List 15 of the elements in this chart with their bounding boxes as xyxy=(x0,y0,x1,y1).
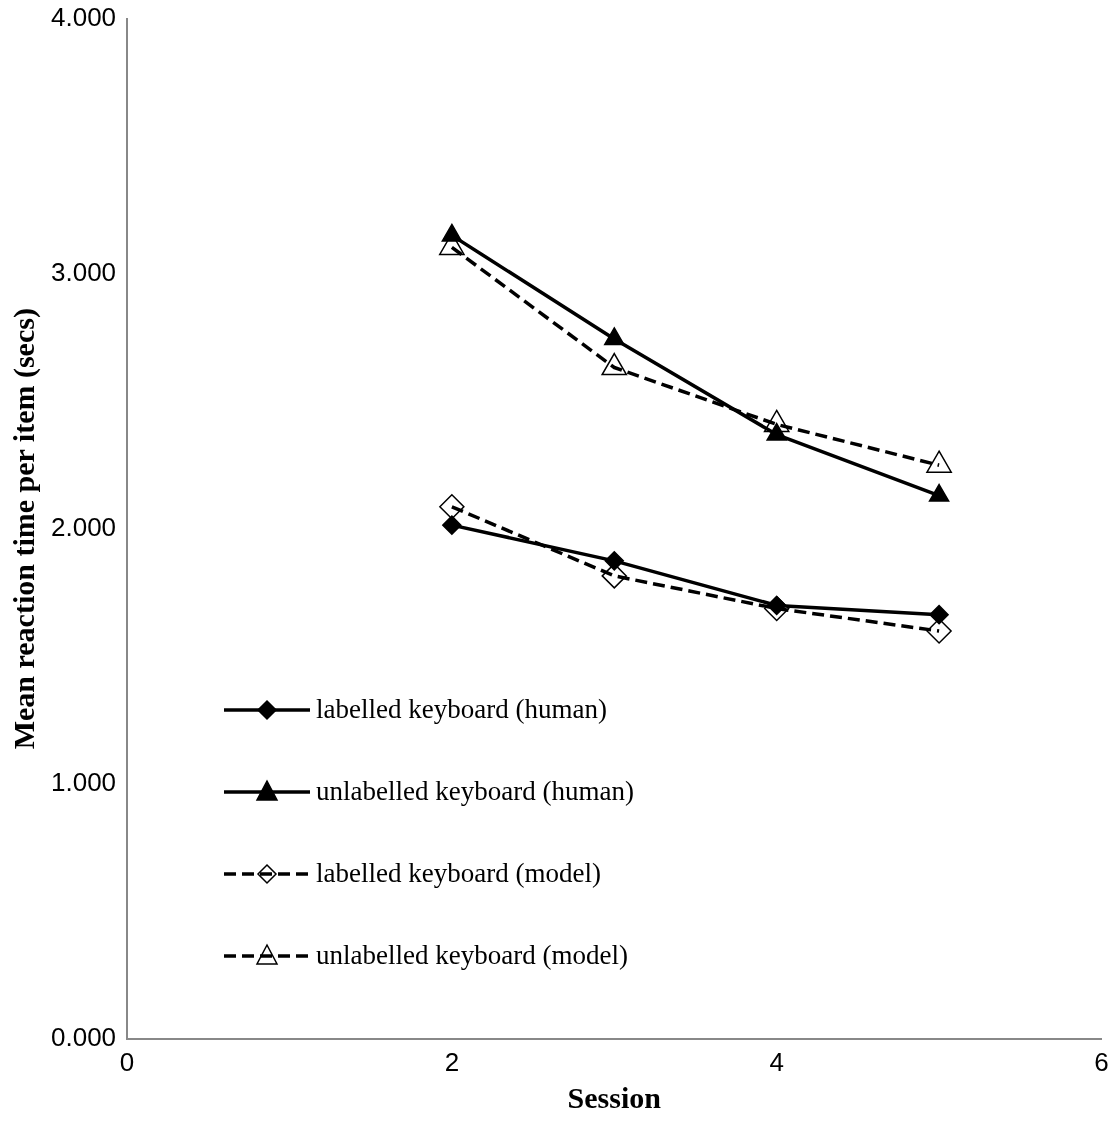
legend-label: unlabelled keyboard (model) xyxy=(316,940,628,972)
y-tick-label: 2.000 xyxy=(50,511,117,542)
y-tick-label: 0.000 xyxy=(50,1021,117,1052)
legend-label: labelled keyboard (model) xyxy=(316,858,601,890)
legend-label: labelled keyboard (human) xyxy=(316,694,607,726)
y-tick-label: 1.000 xyxy=(50,766,117,797)
x-tick-label: 0 xyxy=(119,1046,135,1077)
y-tick-label: 4.000 xyxy=(50,1,117,32)
x-tick-label: 6 xyxy=(1094,1046,1109,1077)
y-axis-title: Mean reaction time per item (secs) xyxy=(6,308,41,750)
x-tick-label: 2 xyxy=(444,1046,460,1077)
x-tick-label: 4 xyxy=(769,1046,784,1077)
legend-label: unlabelled keyboard (human) xyxy=(316,776,634,808)
y-tick-label: 3.000 xyxy=(50,256,117,287)
x-axis-title: Session xyxy=(567,1080,662,1114)
